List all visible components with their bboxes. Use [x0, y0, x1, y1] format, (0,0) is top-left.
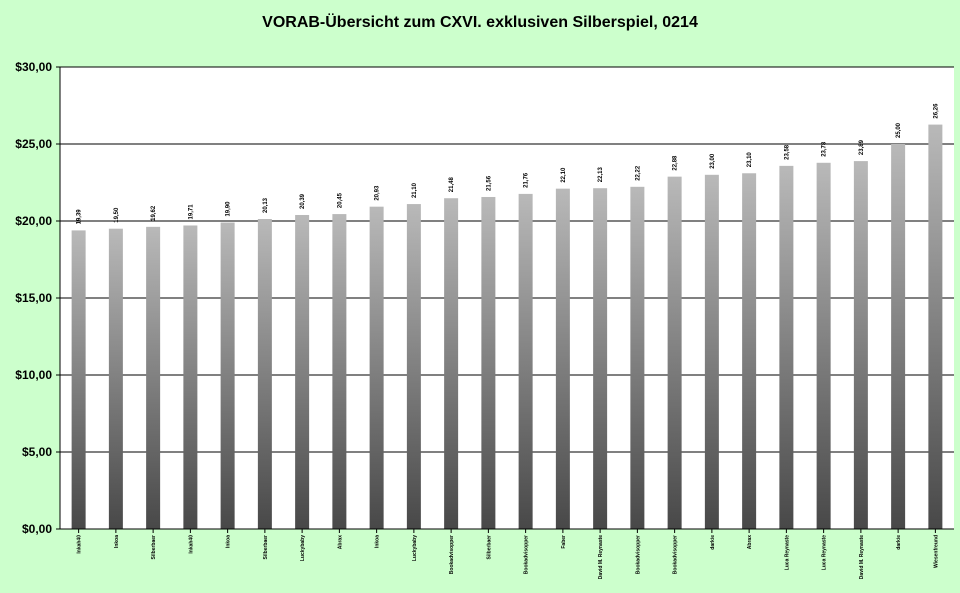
x-tick-label: Faber — [561, 535, 567, 549]
x-tick-label: Luca Reynaste — [822, 535, 828, 571]
data-label: 19,71 — [188, 204, 194, 220]
bars — [71, 124, 943, 530]
x-tick-label: Bookadvisopper — [673, 535, 679, 574]
bar — [518, 193, 533, 529]
y-tick-label: $10,00 — [15, 368, 52, 382]
y-tick-label: $0,00 — [22, 522, 52, 536]
bar — [220, 222, 235, 530]
y-tick-label: $25,00 — [15, 137, 52, 151]
x-tick-label: Bookadvisopper — [524, 535, 530, 574]
data-label: 20,39 — [300, 193, 306, 209]
bar — [928, 124, 943, 529]
chart-title: VORAB-Übersicht zum CXVI. exklusiven Sil… — [262, 12, 698, 31]
data-label: 23,00 — [710, 153, 716, 169]
bar — [481, 196, 496, 529]
x-tick-label: Silberbaer — [263, 535, 269, 560]
x-tick-label: Bookadvisopper — [449, 535, 455, 574]
bar — [146, 226, 161, 530]
bar — [369, 206, 384, 530]
y-axis-tick-labels: $0,00 $5,00 $10,00 $15,00 $20,00 $25,00 $30,00 — [15, 60, 52, 536]
x-tick-label: Inkoa — [375, 535, 381, 548]
data-label: 20,45 — [337, 192, 343, 208]
x-tick-label: Wiesenfreund — [933, 535, 939, 568]
x-tick-label: Silberbaer — [486, 535, 492, 560]
data-label: 23,78 — [822, 141, 828, 157]
data-label: 22,22 — [635, 165, 641, 181]
x-axis-tick-labels: Inkah40 Inkoa Silberbaer Inkah40 Inkoa Silber… — [77, 529, 939, 579]
bar — [853, 161, 868, 529]
bar — [444, 198, 459, 529]
x-tick-label: Inkoa — [114, 535, 120, 548]
y-tick-label: $5,00 — [22, 445, 52, 459]
data-labels: 19,39 19,50 19,62 19,71 19,90 20,13 20,39 20,45… — [77, 103, 940, 224]
data-label: 21,56 — [486, 175, 492, 191]
bar — [555, 188, 570, 529]
bar — [593, 188, 608, 529]
bar — [183, 225, 198, 529]
x-tick-label: David M. Reynaste — [859, 535, 865, 579]
y-tick-label: $20,00 — [15, 214, 52, 228]
x-tick-label: David M. Reynaste — [598, 535, 604, 579]
x-tick-label: Inkah40 — [188, 535, 194, 554]
x-tick-label: Luca Reynaste — [784, 535, 790, 571]
x-tick-label: Luckybaby — [300, 535, 306, 561]
y-tick-label: $30,00 — [15, 60, 52, 74]
data-label: 23,89 — [859, 139, 865, 155]
data-label: 20,13 — [263, 197, 269, 213]
y-tick-label: $15,00 — [15, 291, 52, 305]
bar — [71, 230, 86, 530]
data-label: 23,10 — [747, 152, 753, 168]
data-label: 22,88 — [673, 155, 679, 171]
bar — [332, 214, 347, 529]
bar — [667, 176, 682, 529]
bar — [630, 186, 645, 529]
data-label: 23,58 — [784, 144, 790, 160]
data-label: 19,39 — [77, 209, 83, 225]
x-tick-label: Abrax — [337, 535, 343, 549]
bar — [406, 204, 421, 529]
data-label: 19,62 — [151, 205, 157, 221]
data-label: 26,26 — [933, 103, 939, 119]
bar — [295, 214, 310, 529]
bar — [891, 144, 906, 529]
x-tick-label: Luckybaby — [412, 535, 418, 561]
x-tick-label: Inkah40 — [77, 535, 83, 554]
x-tick-label: Inkoa — [226, 535, 232, 548]
data-label: 20,93 — [375, 185, 381, 201]
data-label: 19,90 — [226, 201, 232, 217]
bar — [779, 165, 794, 530]
data-label: 25,00 — [896, 122, 902, 138]
x-tick-label: darkie — [710, 535, 716, 550]
data-label: 21,76 — [524, 172, 530, 188]
bar — [704, 174, 719, 530]
data-label: 22,13 — [598, 167, 604, 183]
x-tick-label: Abrax — [747, 535, 753, 549]
bar — [816, 162, 831, 529]
data-label: 21,10 — [412, 182, 418, 198]
x-tick-label: darkie — [896, 535, 902, 550]
data-label: 21,48 — [449, 177, 455, 193]
x-tick-label: Bookadvisopper — [635, 535, 641, 574]
data-label: 22,10 — [561, 167, 567, 183]
data-label: 19,50 — [114, 207, 120, 223]
bar — [108, 228, 123, 529]
x-tick-label: Silberbaer — [151, 535, 157, 560]
bar — [742, 173, 757, 529]
gridlines — [56, 66, 954, 530]
bar — [257, 218, 272, 530]
